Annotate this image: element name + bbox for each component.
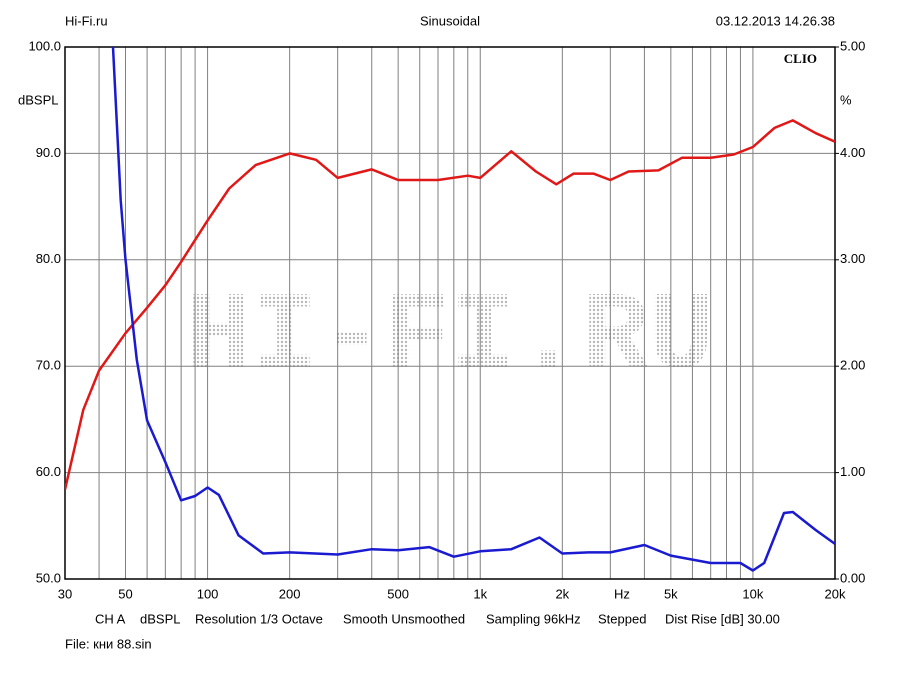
footer-setting: Resolution 1/3 Octave xyxy=(195,611,323,626)
y2-tick-label: 3.00 xyxy=(840,251,865,266)
header-left: Hi-Fi.ru xyxy=(65,13,108,28)
y2-tick-label: 1.00 xyxy=(840,464,865,479)
x-tick-label: 500 xyxy=(387,586,409,601)
x-tick-label: 2k xyxy=(555,586,569,601)
y-tick-label: 100.0 xyxy=(28,38,61,53)
footer-setting: CH A xyxy=(95,611,126,626)
y-tick-label: 60.0 xyxy=(36,464,61,479)
x-tick-label: 50 xyxy=(118,586,132,601)
data-line xyxy=(65,119,835,490)
y2-tick-label: 0.00 xyxy=(840,570,865,585)
plot-frame xyxy=(64,46,836,580)
x-tick-label: 10k xyxy=(742,586,763,601)
y2-tick-label: 4.00 xyxy=(840,145,865,160)
y-tick-label: 90.0 xyxy=(36,145,61,160)
y-tick-label: 50.0 xyxy=(36,570,61,585)
footer-setting: Smooth Unsmoothed xyxy=(343,611,465,626)
data-line xyxy=(111,47,835,572)
header-center: Sinusoidal xyxy=(420,13,480,28)
y2-tick-label: 5.00 xyxy=(840,38,865,53)
x-tick-label: 200 xyxy=(279,586,301,601)
x-tick-label: 100 xyxy=(197,586,219,601)
x-tick-label: 1k xyxy=(473,586,487,601)
file-name: File: кни 88.sin xyxy=(65,636,152,651)
y2-axis-label: % xyxy=(840,92,852,107)
watermark: HI-FI.RU xyxy=(186,276,714,401)
header-right: 03.12.2013 14.26.38 xyxy=(716,13,835,28)
footer-setting: Sampling 96kHz xyxy=(486,611,581,626)
y-tick-label: 80.0 xyxy=(36,251,61,266)
brand: CLIO xyxy=(784,51,817,66)
footer-setting: Stepped xyxy=(598,611,646,626)
x-tick-label: 20k xyxy=(825,586,846,601)
x-tick-label: 30 xyxy=(58,586,72,601)
x-tick-label: 5k xyxy=(664,586,678,601)
y-tick-label: 70.0 xyxy=(36,358,61,373)
footer-setting: Dist Rise [dB] 30.00 xyxy=(665,611,780,626)
y2-tick-label: 2.00 xyxy=(840,358,865,373)
footer-setting: dBSPL xyxy=(140,611,180,626)
y-axis-label: dBSPL xyxy=(18,92,58,107)
x-axis-label: Hz xyxy=(614,586,630,601)
